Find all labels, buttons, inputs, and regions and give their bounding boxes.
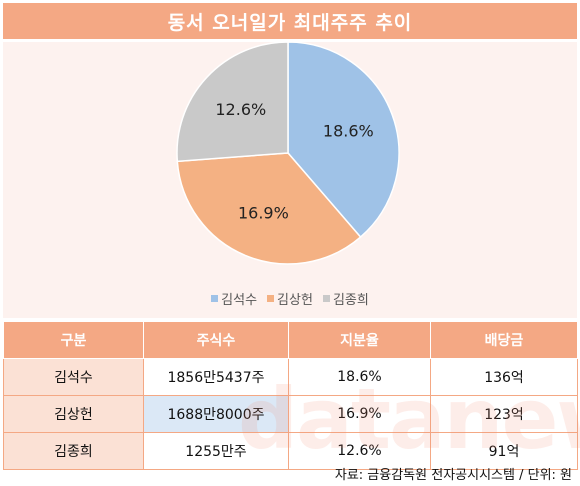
pie-label-2: 12.6% bbox=[215, 100, 266, 119]
cell-name: 김상헌 bbox=[3, 395, 144, 433]
table-row: 김상헌 1688만8000주 16.9% 123억 bbox=[3, 395, 578, 433]
table-header-row: 구분 주식수 지분율 배당금 bbox=[3, 321, 578, 359]
pie-label-1: 16.9% bbox=[238, 203, 289, 222]
source-note: 자료: 금융감독원 전자공시시스템 / 단위: 원 bbox=[334, 468, 572, 483]
pie-slice-1 bbox=[176, 152, 362, 265]
legend: 김석수 김상헌 김종희 bbox=[3, 289, 577, 308]
legend-label-2: 김종희 bbox=[332, 293, 369, 308]
legend-item-1: 김상헌 bbox=[267, 289, 313, 308]
legend-swatch-1 bbox=[267, 295, 275, 302]
cell-shares: 1856만5437주 bbox=[143, 358, 289, 396]
legend-swatch-2 bbox=[322, 295, 330, 302]
pie-slice-2 bbox=[176, 42, 289, 163]
legend-label-0: 김석수 bbox=[221, 293, 258, 308]
table-row: 김석수 1856만5437주 18.6% 136억 bbox=[3, 358, 578, 396]
legend-item-0: 김석수 bbox=[211, 289, 257, 308]
pie-slice-0 bbox=[287, 42, 400, 239]
legend-swatch-0 bbox=[211, 295, 219, 302]
pie-label-0: 18.6% bbox=[323, 122, 374, 141]
chart-area: 18.6% 16.9% 12.6% 김석수 김상헌 김종희 bbox=[3, 42, 577, 318]
cell-name: 김종희 bbox=[3, 432, 144, 470]
cell-stake: 18.6% bbox=[288, 358, 431, 396]
header-stake: 지분율 bbox=[288, 321, 431, 359]
pie-chart: 18.6% 16.9% 12.6% bbox=[176, 42, 400, 265]
header-shares: 주식수 bbox=[143, 321, 289, 359]
chart-title: 동서 오너일가 최대주주 추이 bbox=[3, 3, 577, 39]
cell-shares: 1255만주 bbox=[143, 432, 289, 470]
cell-dividend: 123억 bbox=[430, 395, 578, 433]
cell-dividend: 136억 bbox=[430, 358, 578, 396]
cell-stake: 16.9% bbox=[288, 395, 431, 433]
cell-dividend: 91억 bbox=[430, 432, 578, 470]
cell-shares: 1688만8000주 bbox=[143, 395, 289, 433]
table-row: 김종희 1255만주 12.6% 91억 bbox=[3, 432, 578, 470]
header-category: 구분 bbox=[3, 321, 144, 359]
header-dividend: 배당금 bbox=[430, 321, 578, 359]
shareholder-table: 구분 주식수 지분율 배당금 김석수 1856만5437주 18.6% 136억… bbox=[3, 321, 578, 470]
legend-label-1: 김상헌 bbox=[277, 293, 313, 308]
legend-item-2: 김종희 bbox=[322, 289, 369, 308]
cell-stake: 12.6% bbox=[288, 432, 431, 470]
cell-name: 김석수 bbox=[3, 358, 144, 396]
